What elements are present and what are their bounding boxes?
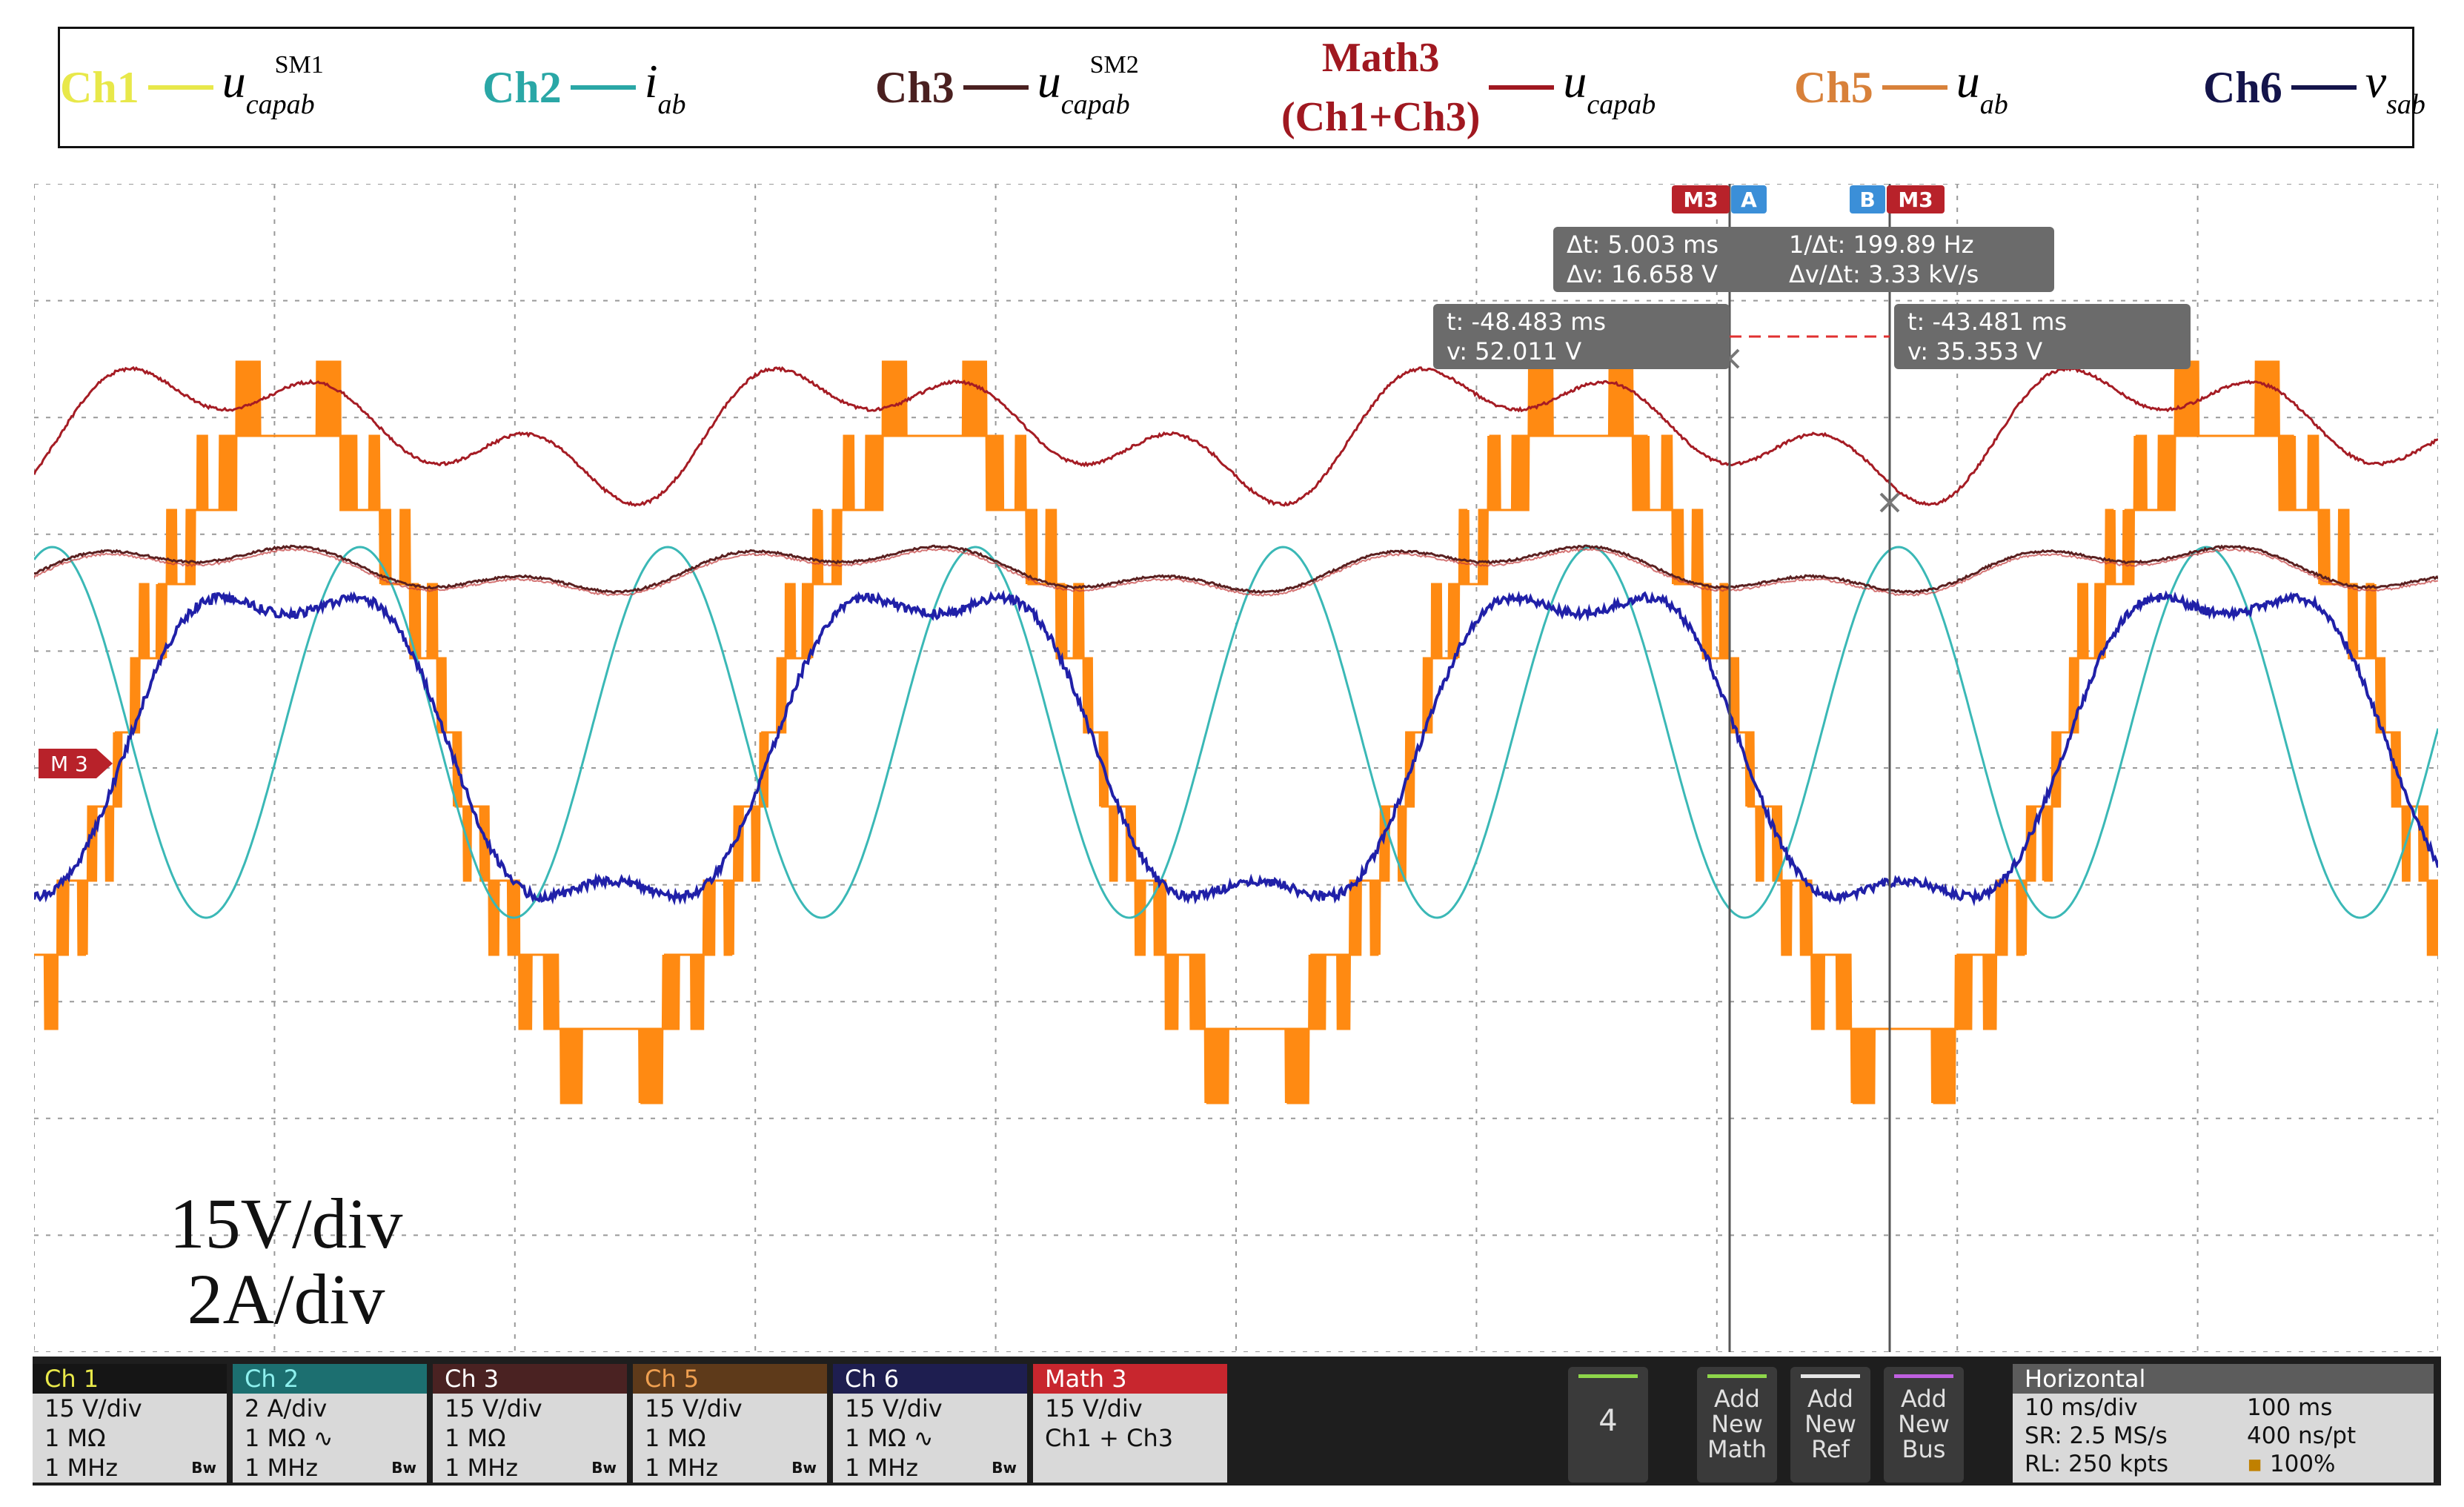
channel-4-indicator <box>1578 1374 1638 1378</box>
legend-ch2: Ch2 i ab <box>482 29 685 146</box>
ch6-bandwidth: 1 MHz Bw <box>833 1453 1027 1483</box>
acquisition-icon: ▪ <box>2247 1451 2262 1477</box>
horizontal-scale: 10 ms/div <box>2025 1394 2247 1422</box>
ch5-scale: 15 V/div <box>633 1394 827 1423</box>
cursor-a-tag[interactable]: A <box>1731 185 1767 213</box>
legend-math3-label: Math3 (Ch1+Ch3) <box>1281 28 1480 147</box>
legend-ch5: Ch5 u ab <box>1794 29 2008 146</box>
legend-ch2-label: Ch2 <box>482 62 562 113</box>
ch2-badge[interactable]: Ch 2 2 A/div 1 MΩ ∿ 1 MHz Bw <box>233 1364 427 1483</box>
legend-ch3-label: Ch3 <box>875 62 954 113</box>
bandwidth-limit-icon: Bw <box>791 1453 817 1483</box>
delta-slew: Δv/Δt: 3.33 kV/s <box>1789 259 1979 289</box>
ac-coupling-icon: ∿ <box>914 1424 934 1452</box>
ch3-impedance: 1 MΩ <box>433 1423 627 1453</box>
ch3-bandwidth: 1 MHz Bw <box>433 1453 627 1483</box>
cursor-a-voltage: v: 52.011 V <box>1447 337 1716 366</box>
cursor-b-tag[interactable]: B <box>1850 185 1885 213</box>
legend-ch6-line <box>2291 85 2357 90</box>
time-per-point: 400 ns/pt <box>2247 1422 2356 1450</box>
ch1-badge-header: Ch 1 <box>33 1364 227 1394</box>
ch2-bandwidth: 1 MHz Bw <box>233 1453 427 1483</box>
legend-ch1-line <box>148 85 213 90</box>
acquisition-percent: 100% <box>2270 1451 2336 1477</box>
add-new-ref-button[interactable]: Add New Ref <box>1790 1367 1870 1483</box>
legend-ch6-label: Ch6 <box>2203 62 2282 113</box>
ch6-badge-header: Ch 6 <box>833 1364 1027 1394</box>
legend-math3: Math3 (Ch1+Ch3) u capab <box>1281 29 1656 146</box>
math3-expression: Ch1 + Ch3 <box>1033 1423 1227 1453</box>
cursor-a-readout: t: -48.483 ms v: 52.011 V <box>1433 304 1730 369</box>
legend-ch2-symbol: i ab <box>645 54 686 121</box>
scale-annotation: 15V/div 2A/div <box>138 1186 434 1337</box>
ch1-scale: 15 V/div <box>33 1394 227 1423</box>
legend-ch2-line <box>571 85 636 90</box>
cursor-b-m3-tag[interactable]: M3 <box>1887 185 1945 213</box>
sample-rate: SR: 2.5 MS/s <box>2025 1422 2247 1450</box>
ch3-badge[interactable]: Ch 3 15 V/div 1 MΩ 1 MHz Bw <box>433 1364 627 1483</box>
legend-ch5-label: Ch5 <box>1794 62 1873 113</box>
ch5-badge-header: Ch 5 <box>633 1364 827 1394</box>
math3-scale: 15 V/div <box>1033 1394 1227 1423</box>
horizontal-settings-panel[interactable]: Horizontal 10 ms/div 100 ms SR: 2.5 MS/s 4… <box>2013 1364 2434 1483</box>
legend-ch3: Ch3 u capab SM2 <box>875 29 1139 146</box>
ch3-badge-header: Ch 3 <box>433 1364 627 1394</box>
cursor-a-time: t: -48.483 ms <box>1447 307 1716 337</box>
ch5-bandwidth: 1 MHz Bw <box>633 1453 827 1483</box>
legend-math3-symbol: u capab <box>1563 54 1656 121</box>
delta-time: Δt: 5.003 ms <box>1567 230 1789 259</box>
ac-coupling-icon: ∿ <box>313 1424 333 1452</box>
legend-ch6-symbol: v sab <box>2365 54 2425 121</box>
ch2-impedance: 1 MΩ ∿ <box>233 1423 427 1453</box>
bandwidth-limit-icon: Bw <box>992 1453 1017 1483</box>
cursor-b-time: t: -43.481 ms <box>1907 307 2177 337</box>
legend-ch3-symbol: u capab SM2 <box>1037 54 1139 121</box>
cursor-delta-readout: Δt: 5.003 ms 1/Δt: 199.89 Hz Δv: 16.658 V… <box>1553 227 2054 292</box>
math3-badge[interactable]: Math 3 15 V/div Ch1 + Ch3 <box>1033 1364 1227 1483</box>
add-new-bus-button[interactable]: Add New Bus <box>1884 1367 1964 1483</box>
ch6-scale: 15 V/div <box>833 1394 1027 1423</box>
add-new-math-button[interactable]: Add New Math <box>1697 1367 1777 1483</box>
legend-ch1-label: Ch1 <box>60 62 139 113</box>
legend-ch5-symbol: u ab <box>1956 54 2008 121</box>
ch6-impedance: 1 MΩ ∿ <box>833 1423 1027 1453</box>
ch1-impedance: 1 MΩ <box>33 1423 227 1453</box>
ch6-badge[interactable]: Ch 6 15 V/div 1 MΩ ∿ 1 MHz Bw <box>833 1364 1027 1483</box>
ch1-badge[interactable]: Ch 1 15 V/div 1 MΩ 1 MHz Bw <box>33 1364 227 1483</box>
horizontal-header: Horizontal <box>2013 1364 2434 1394</box>
ch5-badge[interactable]: Ch 5 15 V/div 1 MΩ 1 MHz Bw <box>633 1364 827 1483</box>
waveform-display[interactable]: M 3 M3 A B M3 Δt: 5.003 ms 1/Δt: 199.89 H… <box>34 184 2438 1352</box>
bandwidth-limit-icon: Bw <box>191 1453 216 1483</box>
ch5-impedance: 1 MΩ <box>633 1423 827 1453</box>
bottom-control-bar: Ch 1 15 V/div 1 MΩ 1 MHz Bw Ch 2 2 A/div … <box>33 1357 2441 1486</box>
bandwidth-limit-icon: Bw <box>391 1453 416 1483</box>
bandwidth-limit-icon: Bw <box>591 1453 617 1483</box>
ch3-scale: 15 V/div <box>433 1394 627 1423</box>
delta-voltage: Δv: 16.658 V <box>1567 259 1789 289</box>
ch1-bandwidth: 1 MHz Bw <box>33 1453 227 1483</box>
legend-ch5-line <box>1882 85 1947 90</box>
ch2-scale: 2 A/div <box>233 1394 427 1423</box>
m3-level-marker-label: M 3 <box>50 752 88 776</box>
legend-math3-line <box>1489 85 1554 90</box>
horizontal-record-length-time: 100 ms <box>2247 1394 2332 1422</box>
record-length: RL: 250 kpts <box>2025 1450 2247 1478</box>
legend-ch3-line <box>963 85 1029 90</box>
legend-box: Ch1 u capab SM1 Ch2 i ab Ch3 u capab SM2 Math… <box>58 27 2414 148</box>
legend-ch1-symbol: u capab SM1 <box>222 54 324 121</box>
math3-badge-header: Math 3 <box>1033 1364 1227 1394</box>
legend-ch6: Ch6 v sab <box>2203 29 2425 146</box>
cursor-a-m3-tag[interactable]: M3 <box>1672 185 1730 213</box>
cursor-b-readout: t: -43.481 ms v: 35.353 V <box>1894 304 2191 369</box>
cursor-b-voltage: v: 35.353 V <box>1907 337 2177 366</box>
ch2-badge-header: Ch 2 <box>233 1364 427 1394</box>
delta-frequency: 1/Δt: 199.89 Hz <box>1789 230 1974 259</box>
legend-ch1: Ch1 u capab SM1 <box>60 29 324 146</box>
channel-4-button[interactable]: 4 <box>1568 1367 1648 1483</box>
